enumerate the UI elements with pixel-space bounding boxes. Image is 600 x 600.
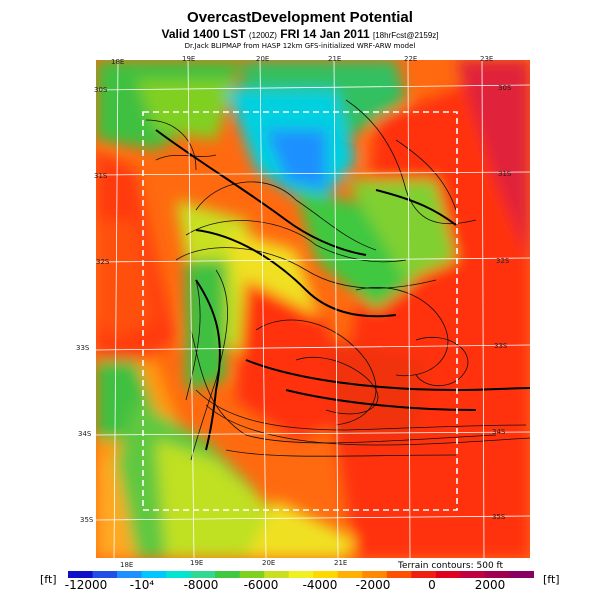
colorbar-segment: [239, 571, 265, 578]
lat-label-left-4: 33S: [76, 344, 90, 352]
colorbar-tick-6: -2000: [355, 578, 391, 592]
color-field: [96, 60, 530, 558]
colorbar-segment: [484, 571, 510, 578]
lat-lon-grid: [96, 60, 530, 558]
colorbar-segment: [386, 571, 412, 578]
colorbar-segment: [362, 571, 388, 578]
forecast-hour: [18hrFcst@2159z]: [373, 31, 439, 40]
lon-label-top-1: 18E: [111, 58, 125, 66]
colorbar: [68, 571, 534, 578]
colorbar-unit-left: [ft]: [40, 573, 57, 586]
colorbar-segment: [68, 571, 94, 578]
colorbar-segment: [215, 571, 241, 578]
terrain-contours: [145, 99, 530, 461]
lat-label-right-3: 32S: [496, 257, 510, 265]
colorbar-tick-2: -10⁴: [129, 578, 155, 592]
lon-label-bottom-1: 18E: [120, 561, 134, 569]
forecast-date: FRI 14 Jan 2011: [280, 27, 370, 41]
lon-label-bottom-2: 19E: [190, 559, 204, 567]
valid-time: Valid 1400 LST: [161, 27, 246, 41]
colorbar-segment: [190, 571, 216, 578]
colorbar-tick-5: -4000: [302, 578, 338, 592]
lon-label-top-4: 21E: [328, 55, 342, 63]
colorbar-segment: [288, 571, 314, 578]
colorbar-segment: [141, 571, 167, 578]
lat-label-left-3: 32S: [96, 258, 110, 266]
colorbar-tick-3: -8000: [183, 578, 219, 592]
lat-label-left-2: 31S: [94, 172, 108, 180]
lon-label-top-6: 23E: [480, 55, 494, 63]
lon-label-bottom-4: 21E: [334, 559, 348, 567]
colorbar-unit-right: [ft]: [543, 573, 560, 586]
colorbar-segment: [411, 571, 437, 578]
lon-label-top-5: 22E: [404, 55, 418, 63]
colorbar-segment: [264, 571, 290, 578]
colorbar-segment: [337, 571, 363, 578]
colorbar-segment: [460, 571, 486, 578]
lon-label-top-3: 20E: [256, 55, 270, 63]
lat-label-right-4: 33S: [494, 342, 508, 350]
terrain-contours-bold: [155, 129, 530, 451]
utc-time: (1200Z): [248, 31, 277, 40]
lat-label-right-1: 30S: [498, 84, 512, 92]
lat-label-left-5: 34S: [78, 430, 92, 438]
lon-label-bottom-3: 20E: [262, 559, 276, 567]
inner-domain-box: [142, 111, 458, 511]
lat-label-left-1: 30S: [94, 86, 108, 94]
map-subtitle: Valid 1400 LST (1200Z) FRI 14 Jan 2011 […: [0, 27, 600, 41]
colorbar-segment: [509, 571, 534, 578]
colorbar-segment: [313, 571, 339, 578]
colorbar-tick-7: 0: [428, 578, 436, 592]
colorbar-tick-4: -6000: [243, 578, 279, 592]
model-credit: Dr.Jack BLIPMAP from HASP 12km GFS-initi…: [184, 42, 416, 50]
colorbar-segment: [92, 571, 118, 578]
weather-map: [96, 60, 530, 558]
lat-label-right-2: 31S: [498, 170, 512, 178]
colorbar-tick-1: -12000: [64, 578, 108, 592]
colorbar-tick-8: 2000: [474, 578, 506, 592]
colorbar-segment: [435, 571, 461, 578]
colorbar-segment: [166, 571, 192, 578]
terrain-contour-note: Terrain contours: 500 ft: [398, 561, 504, 571]
map-title: OvercastDevelopment Potential: [187, 9, 413, 26]
lat-label-right-6: 35S: [492, 513, 506, 521]
colorbar-segment: [117, 571, 143, 578]
lat-label-right-5: 34S: [492, 428, 506, 436]
lat-label-left-6: 35S: [80, 516, 94, 524]
lon-label-top-2: 19E: [182, 55, 196, 63]
